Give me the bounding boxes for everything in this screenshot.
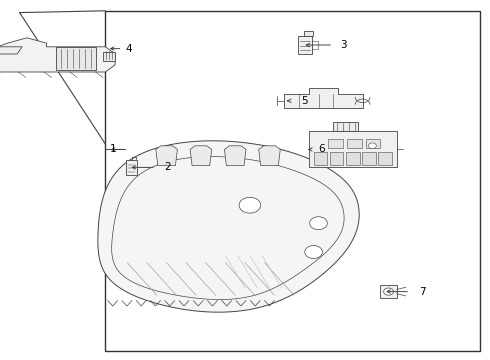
- Text: 7: 7: [419, 287, 426, 297]
- Text: 5: 5: [301, 96, 308, 106]
- Text: 2: 2: [164, 162, 171, 172]
- Bar: [56, 47, 96, 70]
- Bar: [378, 152, 392, 165]
- Bar: [347, 139, 362, 148]
- Circle shape: [305, 246, 322, 258]
- Text: 3: 3: [341, 40, 347, 50]
- Bar: [103, 52, 115, 61]
- FancyBboxPatch shape: [298, 36, 312, 54]
- Bar: [105, 11, 480, 351]
- Bar: [362, 152, 376, 165]
- Circle shape: [239, 197, 261, 213]
- Polygon shape: [0, 38, 115, 72]
- Polygon shape: [224, 146, 246, 166]
- Bar: [330, 152, 343, 165]
- Bar: [366, 139, 380, 148]
- Bar: [333, 122, 358, 131]
- Polygon shape: [98, 141, 359, 312]
- Text: 1: 1: [110, 144, 117, 154]
- Polygon shape: [259, 146, 280, 166]
- Text: 4: 4: [125, 44, 132, 54]
- Polygon shape: [190, 146, 212, 166]
- Bar: [346, 152, 360, 165]
- Text: 6: 6: [318, 144, 325, 154]
- Bar: [380, 285, 397, 298]
- Bar: [314, 152, 327, 165]
- Circle shape: [310, 217, 327, 230]
- Polygon shape: [156, 146, 177, 166]
- Polygon shape: [0, 47, 22, 54]
- Bar: [126, 160, 137, 175]
- Bar: [304, 31, 313, 36]
- Circle shape: [384, 288, 393, 295]
- Bar: [328, 139, 343, 148]
- Polygon shape: [284, 88, 363, 108]
- Bar: [309, 131, 397, 167]
- Circle shape: [368, 143, 376, 149]
